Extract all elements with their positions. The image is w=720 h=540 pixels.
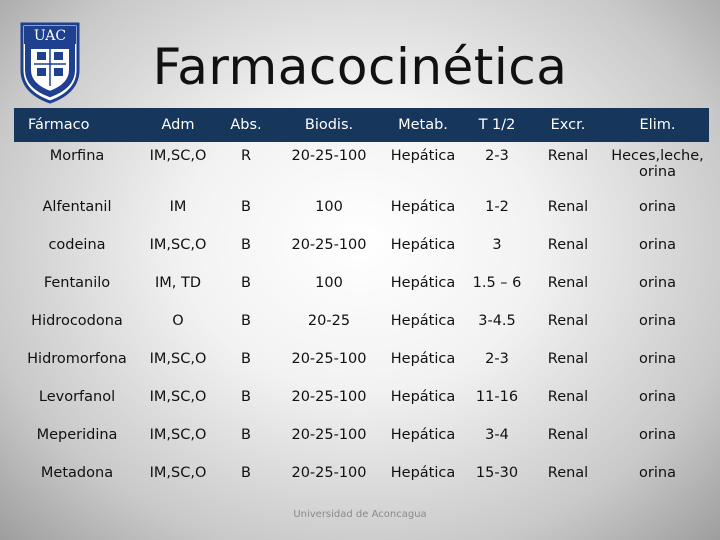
table-cell: B bbox=[241, 465, 251, 481]
table-cell: 20-25-100 bbox=[291, 237, 367, 253]
table-cell: Hepática bbox=[390, 351, 456, 367]
table-cell: IM,SC,O bbox=[149, 148, 207, 164]
table-cell: Renal bbox=[547, 237, 589, 253]
table-cell: 20-25-100 bbox=[291, 351, 367, 367]
table-row: Metadona IM,SC,O B 20-25-100 Hepática 15… bbox=[14, 459, 709, 497]
table-cell: 20-25-100 bbox=[291, 427, 367, 443]
pharmacokinetics-table: Fármaco Adm Abs. Biodis. Metab. T 1/2 Ex… bbox=[14, 108, 709, 497]
table-cell: 3-4.5 bbox=[478, 313, 516, 329]
table-cell: Hepática bbox=[390, 148, 456, 164]
table-cell: B bbox=[241, 351, 251, 367]
table-cell: Hepática bbox=[390, 427, 456, 443]
table-cell: Meperidina bbox=[36, 427, 118, 443]
table-cell: 1-2 bbox=[485, 199, 509, 215]
table-cell: 20-25 bbox=[307, 313, 351, 329]
table-cell: Alfentanil bbox=[42, 199, 112, 215]
table-row: Alfentanil IM B 100 Hepática 1-2 Renal o… bbox=[14, 193, 709, 231]
table-cell: Hepática bbox=[390, 199, 456, 215]
table-cell: orina bbox=[639, 427, 676, 443]
table-cell: Renal bbox=[547, 351, 589, 367]
table-row: Morfina IM,SC,O R 20-25-100 Hepática 2-3… bbox=[14, 142, 709, 193]
table-cell: Renal bbox=[547, 313, 589, 329]
table-cell: 100 bbox=[315, 275, 343, 291]
table-cell: IM bbox=[169, 199, 187, 215]
logo-text: UAC bbox=[34, 28, 66, 44]
table-cell: 3-4 bbox=[485, 427, 509, 443]
table-cell: B bbox=[241, 313, 251, 329]
table-cell: Metadona bbox=[40, 465, 114, 481]
table-cell: orina bbox=[639, 237, 676, 253]
table-cell: orina bbox=[639, 351, 676, 367]
table-cell: B bbox=[241, 389, 251, 405]
table-cell: Hepática bbox=[390, 389, 456, 405]
university-crest-icon: UAC bbox=[18, 20, 82, 106]
table-cell: orina bbox=[639, 389, 676, 405]
table-cell: Levorfanol bbox=[38, 389, 116, 405]
table-cell: Fentanilo bbox=[43, 275, 111, 291]
table-cell: 2-3 bbox=[485, 148, 509, 164]
table-cell: Hidrocodona bbox=[31, 313, 123, 329]
table-cell: Heces,leche, orina bbox=[611, 148, 704, 180]
column-header: Elim. bbox=[606, 108, 709, 142]
table-cell: Renal bbox=[547, 148, 589, 164]
table-cell: 11-16 bbox=[475, 389, 519, 405]
table-header-row: Fármaco Adm Abs. Biodis. Metab. T 1/2 Ex… bbox=[14, 108, 709, 142]
footer-text: Universidad de Aconcagua bbox=[293, 509, 427, 520]
table-cell: Renal bbox=[547, 465, 589, 481]
table-row: Hidrocodona O B 20-25 Hepática 3-4.5 Ren… bbox=[14, 307, 709, 345]
table-cell: 100 bbox=[315, 199, 343, 215]
table-row: Meperidina IM,SC,O B 20-25-100 Hepática … bbox=[14, 421, 709, 459]
table-cell: B bbox=[241, 199, 251, 215]
table-cell: Morfina bbox=[49, 148, 105, 164]
table-cell: O bbox=[172, 313, 184, 329]
table-cell: orina bbox=[639, 313, 676, 329]
table-cell: IM,SC,O bbox=[149, 237, 207, 253]
table-row: Levorfanol IM,SC,O B 20-25-100 Hepática … bbox=[14, 383, 709, 421]
column-header: Excr. bbox=[530, 108, 606, 142]
table-cell: IM,SC,O bbox=[149, 427, 207, 443]
table-cell: Hepática bbox=[390, 465, 456, 481]
table-cell: B bbox=[241, 237, 251, 253]
table-cell: IM,SC,O bbox=[149, 389, 207, 405]
table-cell: 15-30 bbox=[475, 465, 519, 481]
table-cell: 2-3 bbox=[485, 351, 509, 367]
table-cell: B bbox=[241, 427, 251, 443]
table-cell: IM, TD bbox=[154, 275, 202, 291]
table-cell: Hepática bbox=[390, 237, 456, 253]
table-cell: Hepática bbox=[390, 313, 456, 329]
table-cell: Renal bbox=[547, 199, 589, 215]
column-header: Fármaco bbox=[14, 108, 140, 142]
table-cell: Renal bbox=[547, 275, 589, 291]
table-cell: 20-25-100 bbox=[291, 148, 367, 164]
table-cell: 3 bbox=[492, 237, 502, 253]
column-header: Adm bbox=[140, 108, 216, 142]
column-header: Abs. bbox=[216, 108, 276, 142]
table-cell: Hepática bbox=[390, 275, 456, 291]
column-header: Metab. bbox=[382, 108, 464, 142]
table-cell: R bbox=[240, 148, 252, 164]
table-row: Fentanilo IM, TD B 100 Hepática 1.5 – 6 … bbox=[14, 269, 709, 307]
table-cell: IM,SC,O bbox=[149, 465, 207, 481]
table-row: Hidromorfona IM,SC,O B 20-25-100 Hepátic… bbox=[14, 345, 709, 383]
table-cell: IM,SC,O bbox=[149, 351, 207, 367]
table-cell: Hidromorfona bbox=[27, 351, 127, 367]
table-cell: 20-25-100 bbox=[291, 389, 367, 405]
table-cell: Renal bbox=[547, 389, 589, 405]
table-cell: 1.5 – 6 bbox=[472, 275, 522, 291]
column-header: Biodis. bbox=[276, 108, 382, 142]
table-cell: orina bbox=[639, 199, 676, 215]
table-cell: B bbox=[241, 275, 251, 291]
table-cell: Renal bbox=[547, 427, 589, 443]
table-cell: orina bbox=[639, 465, 676, 481]
column-header: T 1/2 bbox=[464, 108, 530, 142]
table-cell: orina bbox=[639, 275, 676, 291]
table-row: codeina IM,SC,O B 20-25-100 Hepática 3 R… bbox=[14, 231, 709, 269]
table-cell: codeina bbox=[48, 237, 106, 253]
slide-title: Farmacocinética bbox=[152, 38, 568, 96]
table-cell: 20-25-100 bbox=[291, 465, 367, 481]
